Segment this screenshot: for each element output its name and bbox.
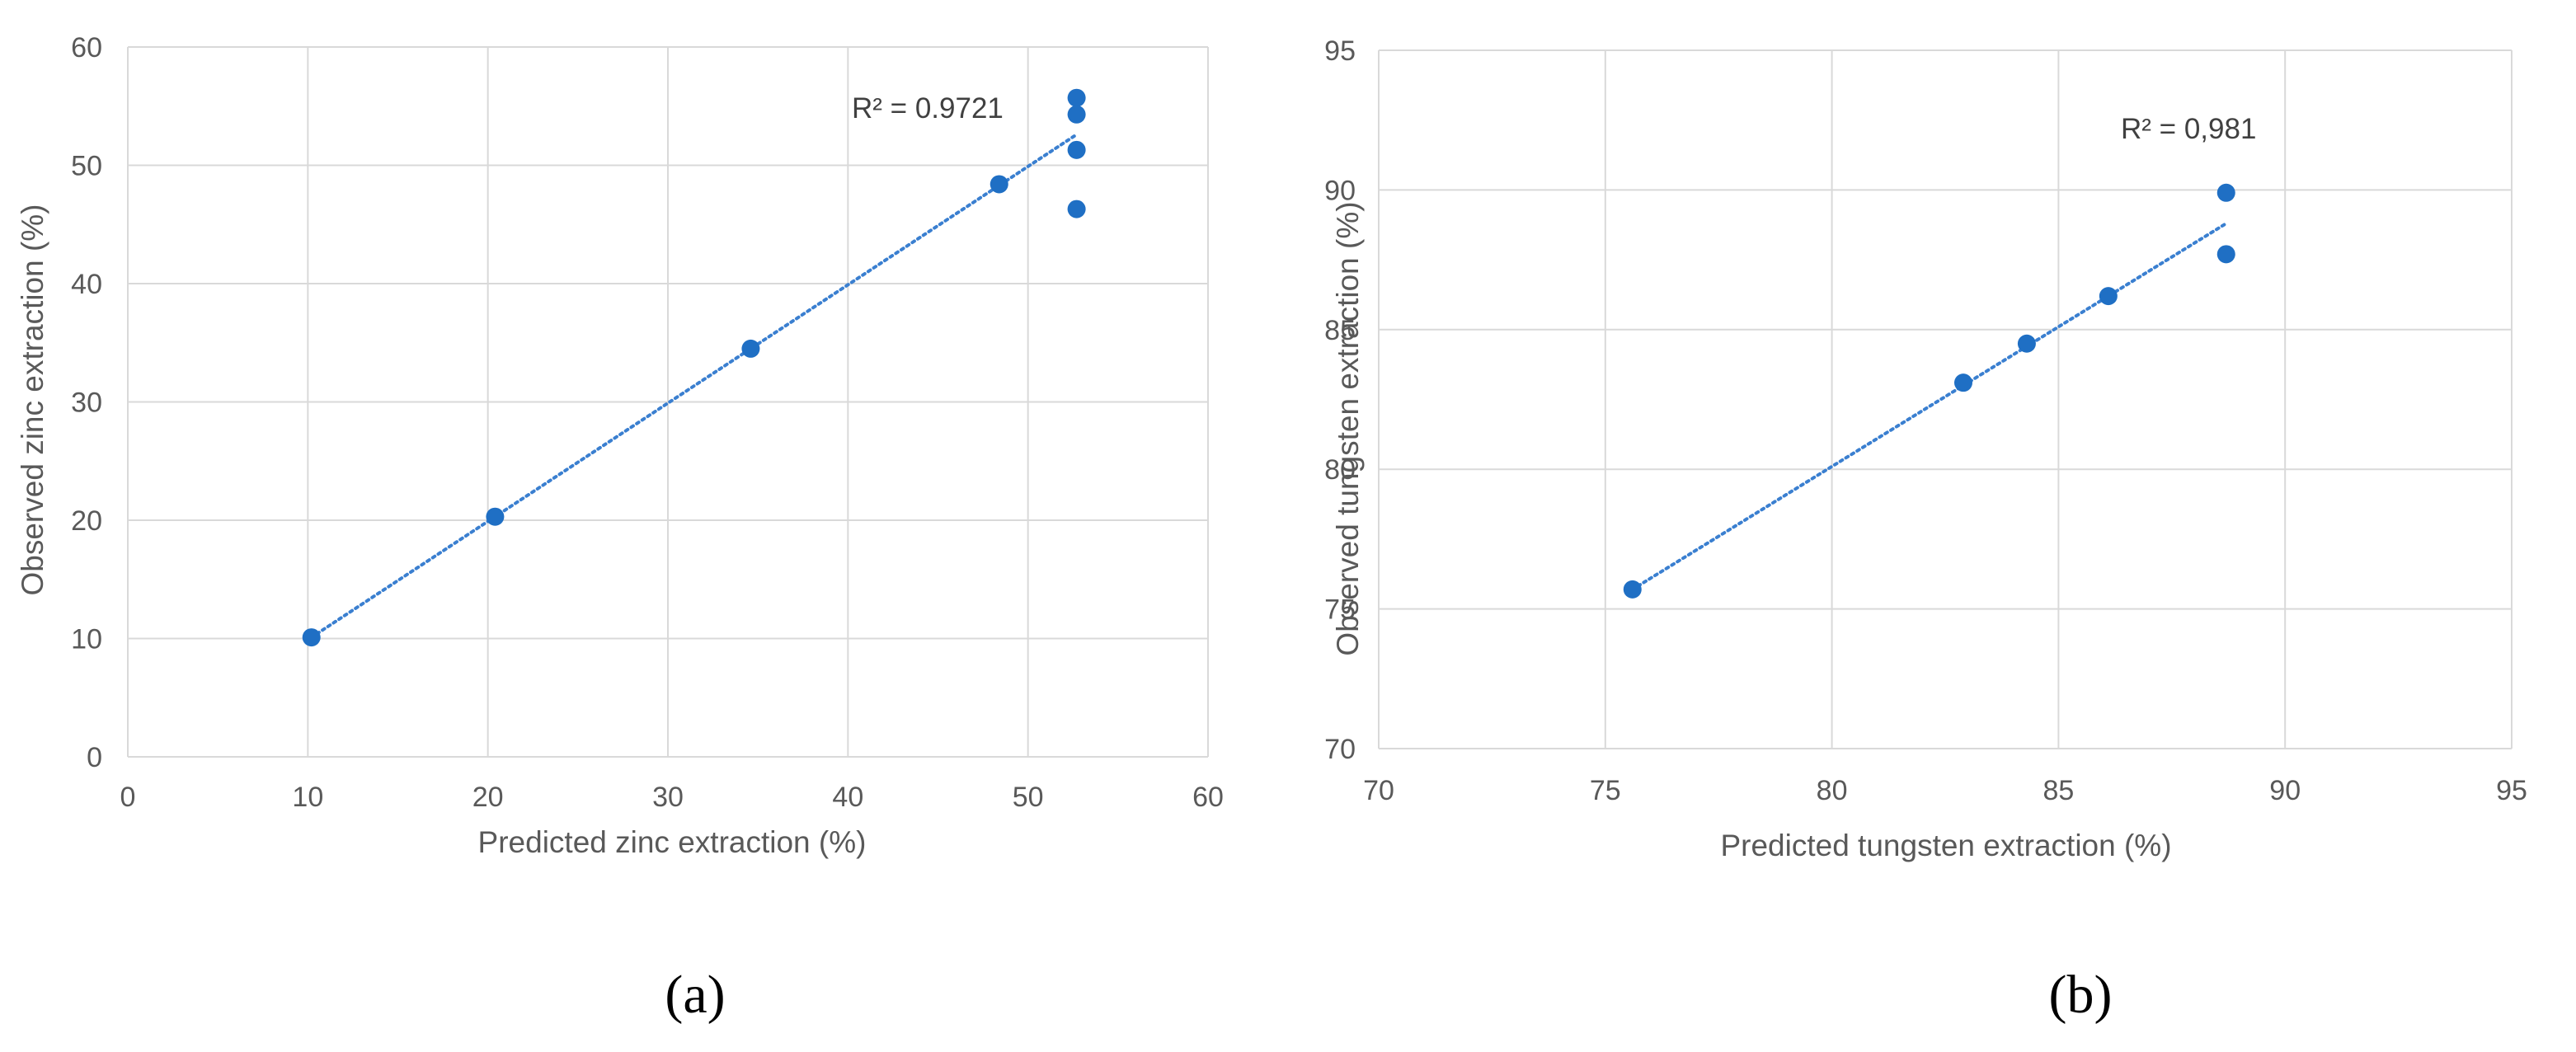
chart-a-data-point [990, 175, 1008, 194]
chart-a-data-point [1067, 105, 1086, 124]
chart-b-x-tick-label: 70 [1363, 775, 1394, 806]
chart-a-y-tick-label: 30 [71, 387, 102, 419]
chart-b-data-point [2099, 287, 2118, 306]
chart-a-r-squared-label: R² = 0.9721 [852, 92, 1004, 124]
chart-a-x-tick-label: 50 [1013, 782, 1044, 813]
chart-a-y-tick-label: 40 [71, 269, 102, 300]
chart-a-x-ticks: 0 10 20 30 40 50 60 [120, 782, 1224, 813]
chart-b-data-point [2216, 183, 2235, 202]
chart-a-data-point [1067, 140, 1086, 159]
chart-a-y-tick-label: 60 [71, 32, 102, 63]
chart-b-data-point [2216, 245, 2235, 264]
chart-b-gridlines [1378, 49, 2513, 749]
chart-a-x-tick-label: 60 [1192, 782, 1224, 813]
chart-b-data-point [1623, 580, 1642, 599]
chart-a-y-tick-label: 0 [87, 742, 102, 773]
chart-a-y-tick-label: 20 [71, 505, 102, 537]
chart-a-x-axis-title: Predicted zinc extraction (%) [478, 825, 867, 859]
chart-a-x-tick-label: 30 [652, 782, 684, 813]
chart-a-svg: 0 10 20 30 40 50 60 0 10 20 30 40 50 60 Predicted zi… [16, 32, 1224, 1025]
chart-b-x-tick-label: 90 [2269, 775, 2301, 806]
chart-b-y-ticks: 70 75 80 85 90 95 [1324, 35, 1356, 765]
chart-b-svg: 70 75 80 85 90 95 70 75 80 85 90 95 Predicted tung… [1324, 35, 2527, 1025]
chart-b-data-point [2017, 334, 2036, 353]
chart-a-x-tick-label: 40 [832, 782, 863, 813]
chart-b-panel-caption: (b) [2049, 965, 2113, 1025]
chart-a-trendline-group [309, 133, 1079, 640]
chart-b-points [1623, 183, 2235, 599]
chart-a-data-point [1067, 88, 1086, 107]
chart-a-data-point [1067, 200, 1086, 218]
chart-a-y-axis-title: Observed zinc extraction (%) [16, 204, 49, 595]
chart-a-y-ticks: 0 10 20 30 40 50 60 [71, 32, 102, 773]
chart-panel-b: 70 75 80 85 90 95 70 75 80 85 90 95 Predicted tung… [1288, 0, 2576, 1052]
chart-b-x-tick-label: 75 [1590, 775, 1621, 806]
chart-a-x-tick-label: 10 [292, 782, 323, 813]
chart-b-y-tick-label: 95 [1324, 35, 1356, 67]
chart-a-data-point [741, 339, 760, 358]
chart-b-x-axis-title: Predicted tungsten extraction (%) [1720, 829, 2171, 862]
chart-b-y-tick-label: 90 [1324, 175, 1356, 206]
chart-b-data-point [1953, 373, 1972, 392]
chart-b-y-tick-label: 80 [1324, 454, 1356, 486]
chart-a-data-point [486, 507, 505, 526]
chart-a-data-point [302, 628, 321, 647]
chart-b-trendline-group [1630, 222, 2228, 591]
chart-a-x-tick-label: 0 [120, 782, 136, 813]
chart-b-r-squared-label: R² = 0,981 [2121, 113, 2256, 145]
chart-b-x-tick-label: 80 [1817, 775, 1848, 806]
chart-b-y-axis-title: Observed tungsten extraction (%) [1331, 201, 1365, 655]
chart-a-y-tick-label: 50 [71, 151, 102, 182]
chart-b-x-tick-label: 85 [2042, 775, 2074, 806]
chart-b-y-tick-label: 85 [1324, 315, 1356, 346]
chart-b-x-tick-label: 95 [2496, 775, 2527, 806]
chart-a-trendline [309, 133, 1079, 640]
chart-b-x-ticks: 70 75 80 85 90 95 [1363, 775, 2527, 806]
chart-panel-a: 0 10 20 30 40 50 60 0 10 20 30 40 50 60 Predicted zi… [16, 32, 1224, 1025]
chart-a-y-tick-label: 10 [71, 624, 102, 655]
chart-b-y-tick-label: 70 [1324, 734, 1356, 765]
chart-a-points [302, 88, 1086, 647]
chart-a-x-tick-label: 20 [472, 782, 504, 813]
chart-b-trendline [1630, 222, 2228, 591]
chart-b-y-tick-label: 75 [1324, 594, 1356, 626]
chart-a-panel-caption: (a) [665, 965, 725, 1025]
